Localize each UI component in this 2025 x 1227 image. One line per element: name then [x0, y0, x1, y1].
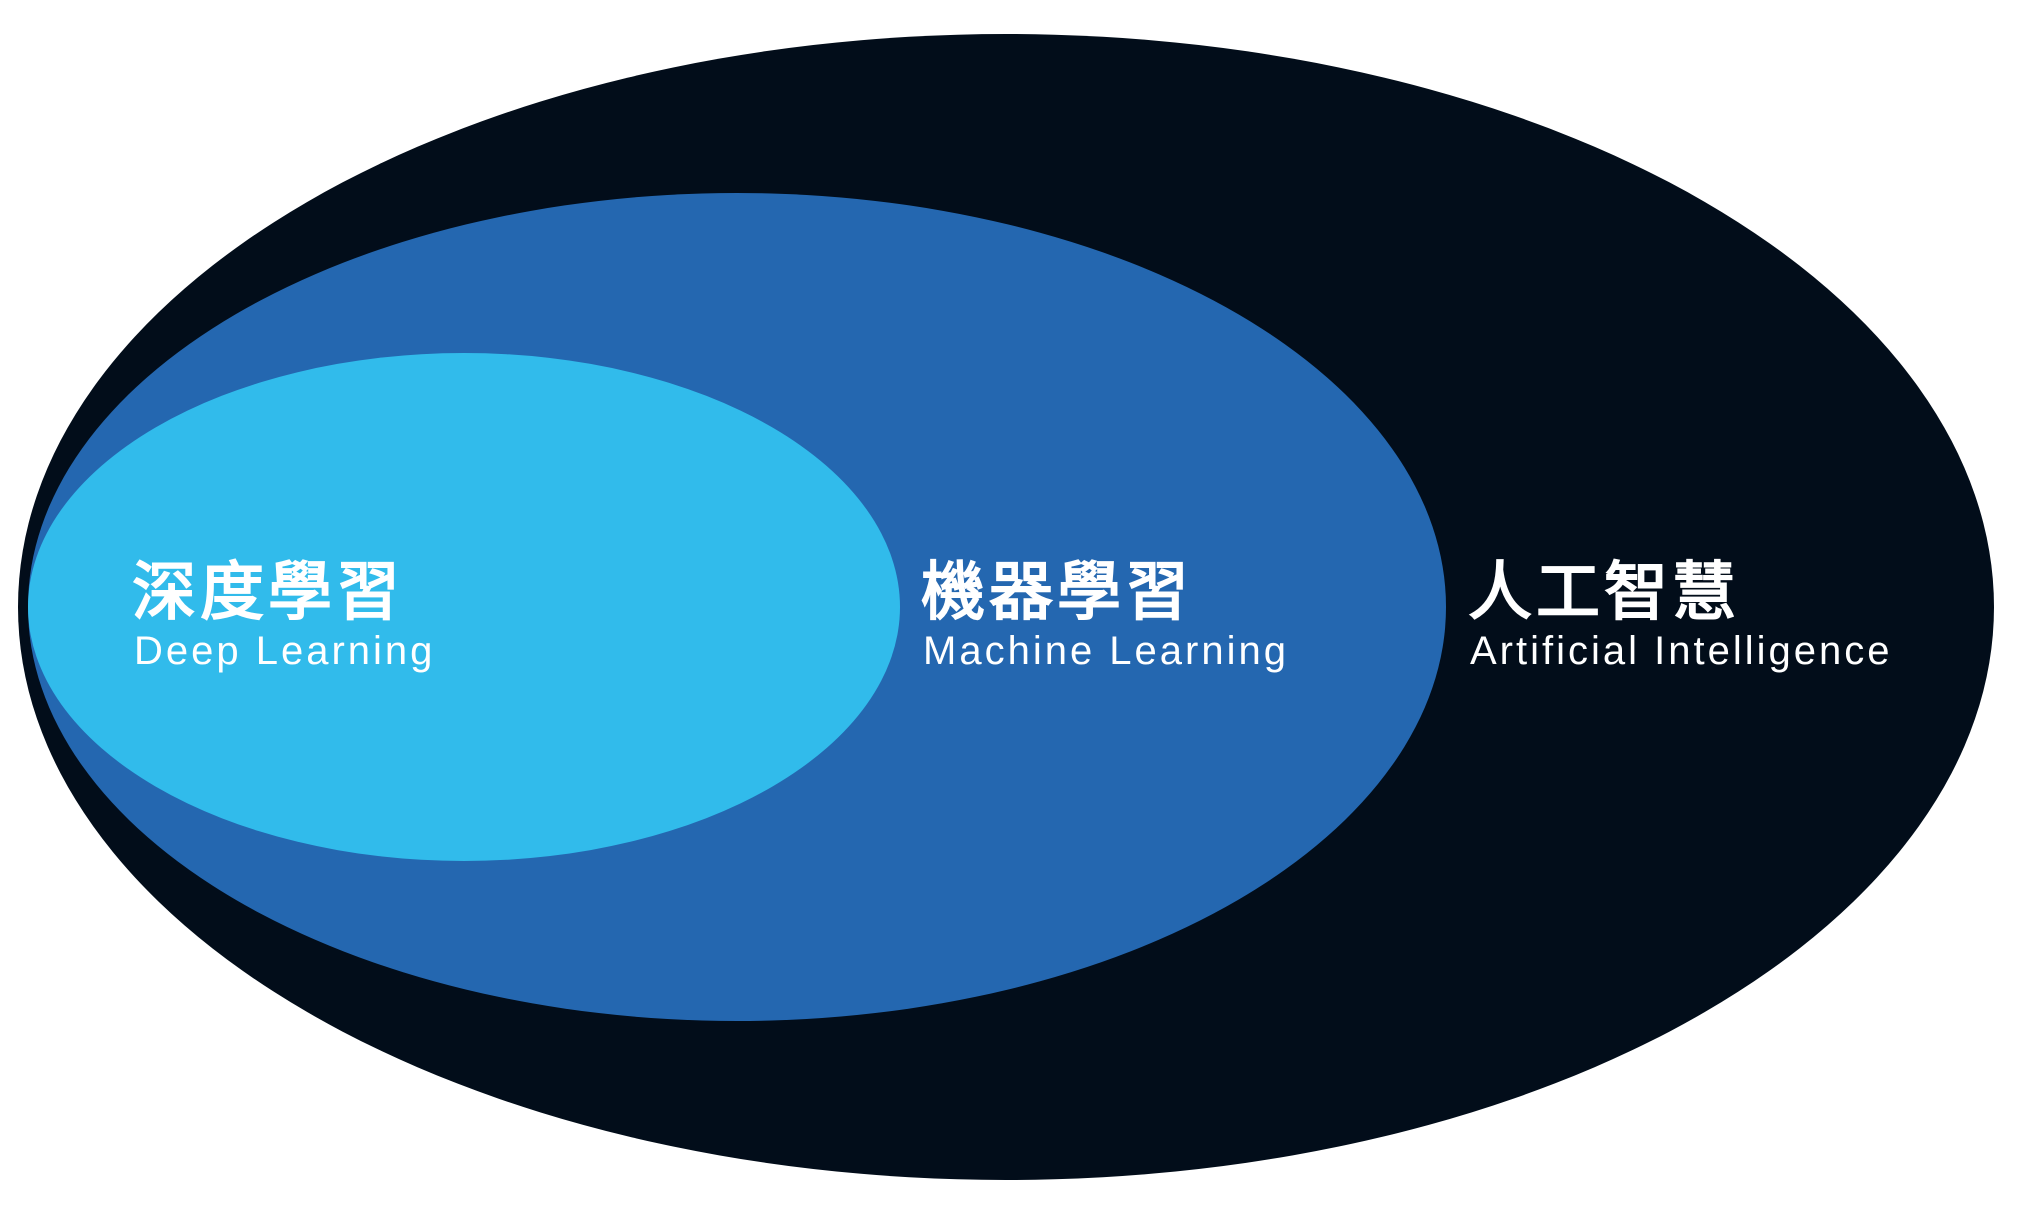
machine-learning-label-zh: 機器學習: [921, 556, 1193, 630]
deep-learning-ellipse: [28, 353, 900, 861]
deep-learning-label-en: Deep Learning: [134, 629, 435, 673]
machine-learning-label-en: Machine Learning: [923, 629, 1289, 673]
artificial-intelligence-label-en: Artificial Intelligence: [1470, 629, 1893, 673]
deep-learning-label-zh: 深度學習: [132, 556, 404, 630]
artificial-intelligence-label-zh: 人工智慧: [1468, 556, 1740, 630]
